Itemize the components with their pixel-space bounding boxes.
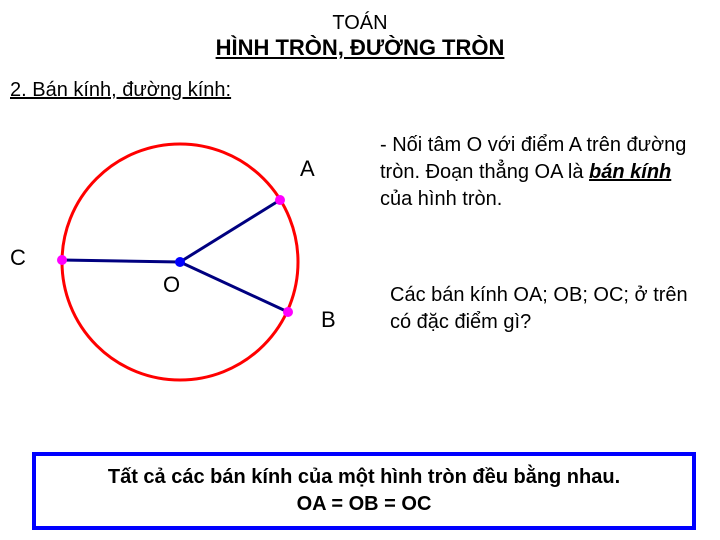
point-label-c: C <box>10 245 26 271</box>
lesson-title: HÌNH TRÒN, ĐƯỜNG TRÒN <box>0 35 720 61</box>
section-heading: 2. Bán kính, đường kính: <box>10 79 720 102</box>
conclusion-box: Tất cả các bán kính của một hình tròn đề… <box>32 452 696 530</box>
content-area: A B C O - Nối tâm O với điểm A trên đườn… <box>0 102 720 402</box>
definition-post: của hình tròn. <box>380 188 502 210</box>
circle-diagram: A B C O <box>20 112 320 392</box>
conclusion-line2: OA = OB = OC <box>40 491 688 518</box>
point-label-a: A <box>300 156 315 182</box>
conclusion-line1: Tất cả các bán kính của một hình tròn đề… <box>40 464 688 491</box>
definition-text: - Nối tâm O với điểm A trên đường tròn. … <box>380 132 700 213</box>
point-label-o: O <box>163 272 180 298</box>
diagram-svg <box>20 112 320 392</box>
header: TOÁN HÌNH TRÒN, ĐƯỜNG TRÒN <box>0 0 720 61</box>
point-label-b: B <box>321 307 336 333</box>
question-text: Các bán kính OA; OB; OC; ở trên có đặc đ… <box>390 282 700 336</box>
subject-label: TOÁN <box>0 12 720 35</box>
definition-emph: bán kính <box>589 161 671 183</box>
